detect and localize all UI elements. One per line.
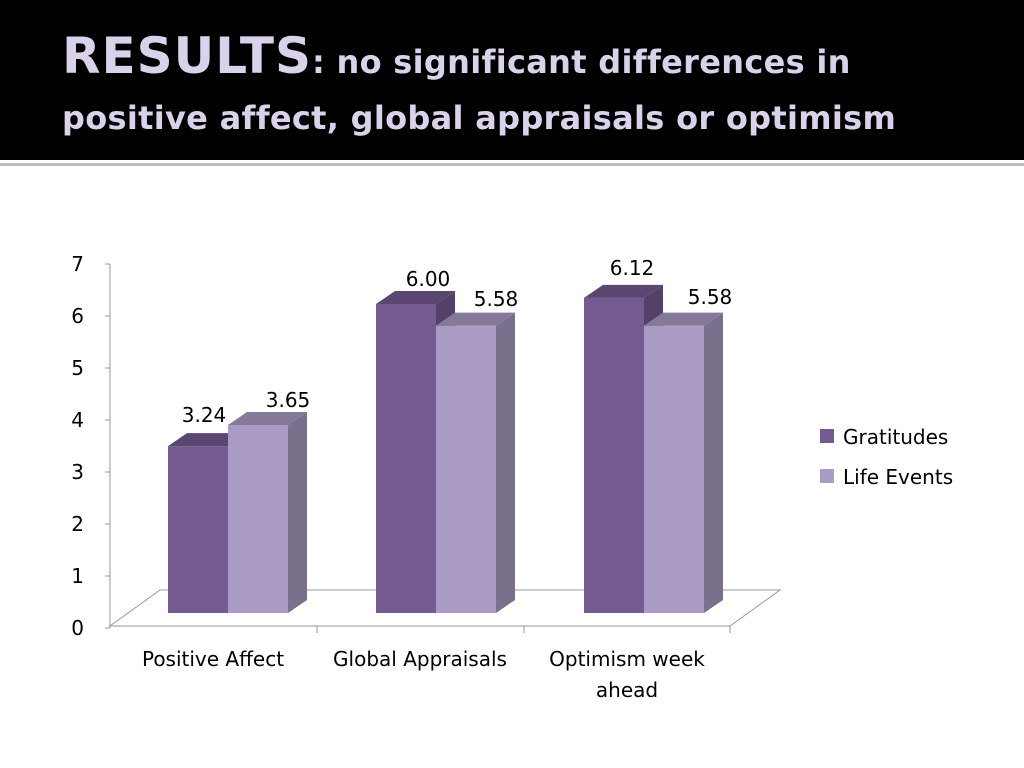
title-main: RESULTS bbox=[62, 27, 312, 85]
bar-top bbox=[644, 312, 723, 326]
bar-side bbox=[288, 412, 307, 613]
bar-life-events bbox=[644, 325, 704, 613]
bar-gratitudes bbox=[584, 297, 644, 613]
legend-label: Life Events bbox=[843, 465, 953, 489]
bar-top bbox=[584, 284, 663, 298]
bar-life-events bbox=[436, 325, 496, 613]
bar-gratitudes bbox=[376, 304, 436, 613]
data-label: 6.00 bbox=[406, 267, 451, 291]
x-category-label: Optimism week bbox=[549, 647, 705, 671]
bar-side bbox=[704, 312, 723, 613]
y-tick-label: 4 bbox=[71, 408, 84, 432]
y-tick-label: 6 bbox=[71, 304, 84, 328]
x-category-label: Global Appraisals bbox=[333, 647, 507, 671]
divider-shadow bbox=[0, 163, 1024, 166]
data-label: 3.65 bbox=[266, 388, 311, 412]
data-label: 3.24 bbox=[182, 403, 227, 427]
divider-line bbox=[0, 160, 1024, 163]
y-tick-label: 0 bbox=[71, 616, 84, 640]
y-tick-label: 5 bbox=[71, 356, 84, 380]
legend-swatch-life-events bbox=[820, 469, 834, 483]
bar-top bbox=[376, 291, 455, 304]
bar-side bbox=[496, 312, 515, 613]
title-bar bbox=[0, 0, 1024, 160]
x-category-label: Positive Affect bbox=[142, 647, 284, 671]
slide-title: RESULTS: no significant differences in p… bbox=[62, 28, 1002, 146]
y-tick-label: 1 bbox=[71, 564, 84, 588]
y-tick-label: 7 bbox=[71, 252, 84, 276]
title-rest: : no significant differences in positive… bbox=[62, 43, 897, 137]
bar-life-events bbox=[228, 425, 288, 613]
legend-swatch-gratitudes bbox=[820, 429, 834, 443]
data-label: 5.58 bbox=[474, 287, 519, 311]
x-category-label: ahead bbox=[596, 678, 658, 702]
y-tick-label: 3 bbox=[71, 460, 84, 484]
bar-gratitudes bbox=[168, 446, 228, 613]
data-label: 6.12 bbox=[610, 256, 655, 280]
bar-top bbox=[228, 412, 307, 426]
legend-label: Gratitudes bbox=[843, 425, 948, 449]
bar-top bbox=[436, 312, 515, 326]
bar-top bbox=[168, 433, 247, 447]
y-tick-label: 2 bbox=[71, 512, 84, 536]
data-label: 5.58 bbox=[688, 285, 733, 309]
